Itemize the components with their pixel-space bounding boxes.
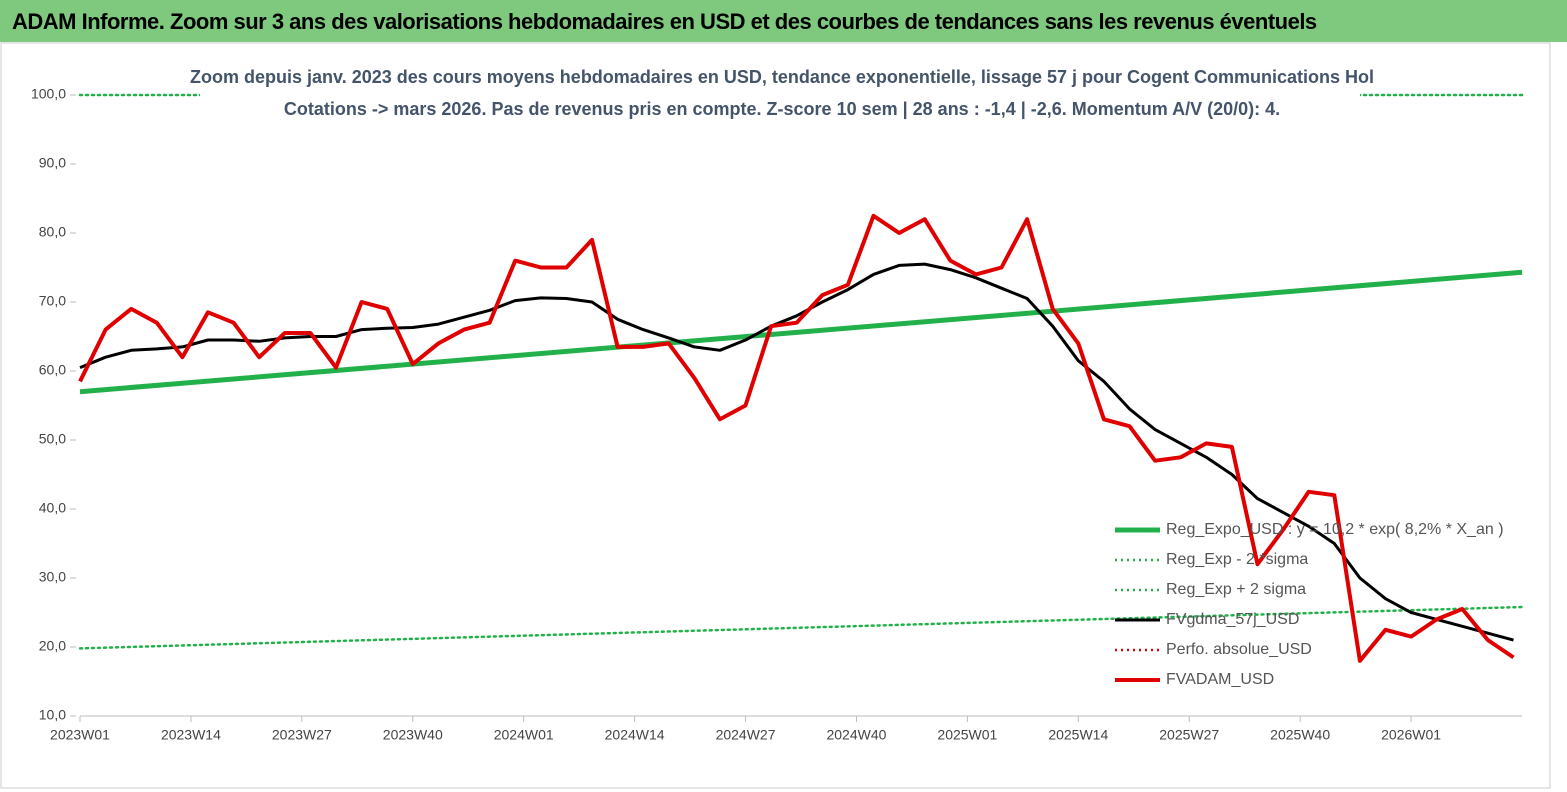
y-tick-label: 20,0: [39, 638, 66, 654]
y-tick-label: 60,0: [39, 362, 66, 378]
y-tick-label: 90,0: [39, 155, 66, 171]
legend-label: Reg_Expo_USD : y = 10,2 * exp( 8,2% * X_…: [1166, 521, 1504, 538]
x-tick-label: 2023W01: [50, 727, 110, 743]
legend-label: Reg_Exp - 2 *sigma: [1166, 551, 1308, 568]
x-tick-label: 2023W14: [161, 727, 221, 743]
x-tick-label: 2025W01: [937, 727, 997, 743]
y-tick-label: 100,0: [31, 86, 66, 102]
series-line: [78, 605, 1524, 650]
x-tick-label: 2025W14: [1048, 727, 1108, 743]
series-line: [79, 269, 1523, 395]
title-box: [200, 62, 1360, 128]
x-tick-label: 2023W40: [383, 727, 443, 743]
x-tick-label: 2025W40: [1270, 727, 1330, 743]
x-tick-label: 2024W40: [826, 727, 886, 743]
series-line: [78, 213, 1515, 663]
legend-label: Perfo. absolue_USD: [1166, 641, 1312, 658]
x-tick-label: 2024W01: [494, 727, 554, 743]
header-title: ADAM Informe. Zoom sur 3 ans des valoris…: [0, 0, 1567, 42]
y-tick-label: 80,0: [39, 224, 66, 240]
x-tick-label: 2024W27: [716, 727, 776, 743]
legend-label: Reg_Exp + 2 sigma: [1166, 581, 1306, 598]
y-tick-label: 30,0: [39, 569, 66, 585]
x-tick-label: 2024W14: [605, 727, 665, 743]
chart-title: Zoom depuis janv. 2023 des cours moyens …: [190, 67, 1374, 87]
x-tick-label: 2026W01: [1381, 727, 1441, 743]
series-line: [79, 262, 1514, 642]
x-tick-label: 2023W27: [272, 727, 332, 743]
frame: [0, 42, 1551, 789]
y-tick-label: 10,0: [39, 707, 66, 723]
legend-label: FVADAM_USD: [1166, 671, 1274, 688]
chart-subtitle: Cotations -> mars 2026. Pas de revenus p…: [284, 99, 1280, 119]
x-tick-label: 2025W27: [1159, 727, 1219, 743]
chart: 10,0 20,0 30,0 40,0 50,0 60,0 70,0 80,0 90,0 100,…: [0, 42, 1551, 789]
y-tick-label: 40,0: [39, 500, 66, 516]
legend-label: FVgdma_57j_USD: [1166, 611, 1299, 628]
y-tick-label: 70,0: [39, 293, 66, 309]
y-tick-label: 50,0: [39, 431, 66, 447]
